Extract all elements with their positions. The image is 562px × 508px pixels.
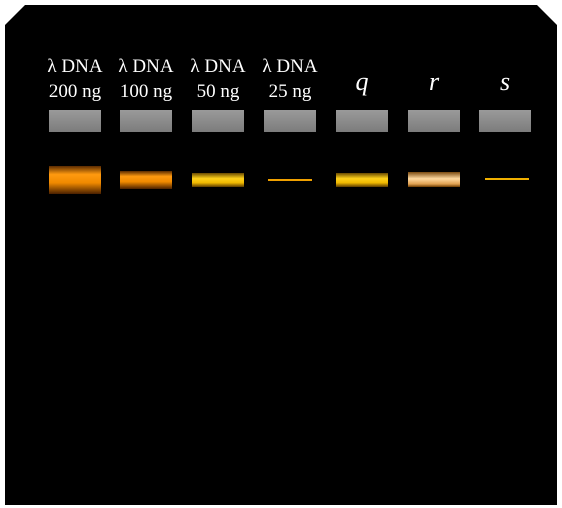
lane-label: r — [429, 67, 440, 96]
band — [485, 178, 529, 180]
lane-label: λ DNA — [190, 56, 245, 77]
gel-figure: λ DNA 200 ng λ DNA 100 ng λ DNA 50 ng λ DNA 25 … — [0, 0, 562, 508]
lane-label: s — [500, 67, 510, 96]
lane-label: λ DNA — [47, 56, 102, 77]
lane-amount: 25 ng — [269, 81, 312, 102]
well — [49, 110, 101, 132]
band — [336, 173, 388, 187]
band — [268, 179, 312, 181]
well — [408, 110, 460, 132]
gel — [5, 5, 557, 505]
lane-label: q — [356, 67, 369, 96]
lane-amount: 200 ng — [49, 81, 102, 102]
lane-amount: 50 ng — [197, 81, 240, 102]
lane-label: λ DNA — [262, 56, 317, 77]
band — [192, 173, 244, 187]
well — [479, 110, 531, 132]
lane-label: λ DNA — [118, 56, 173, 77]
well — [264, 110, 316, 132]
well — [336, 110, 388, 132]
well — [192, 110, 244, 132]
band — [120, 171, 172, 189]
band — [49, 166, 101, 194]
lane-amount: 100 ng — [120, 81, 173, 102]
band — [408, 172, 460, 187]
well — [120, 110, 172, 132]
